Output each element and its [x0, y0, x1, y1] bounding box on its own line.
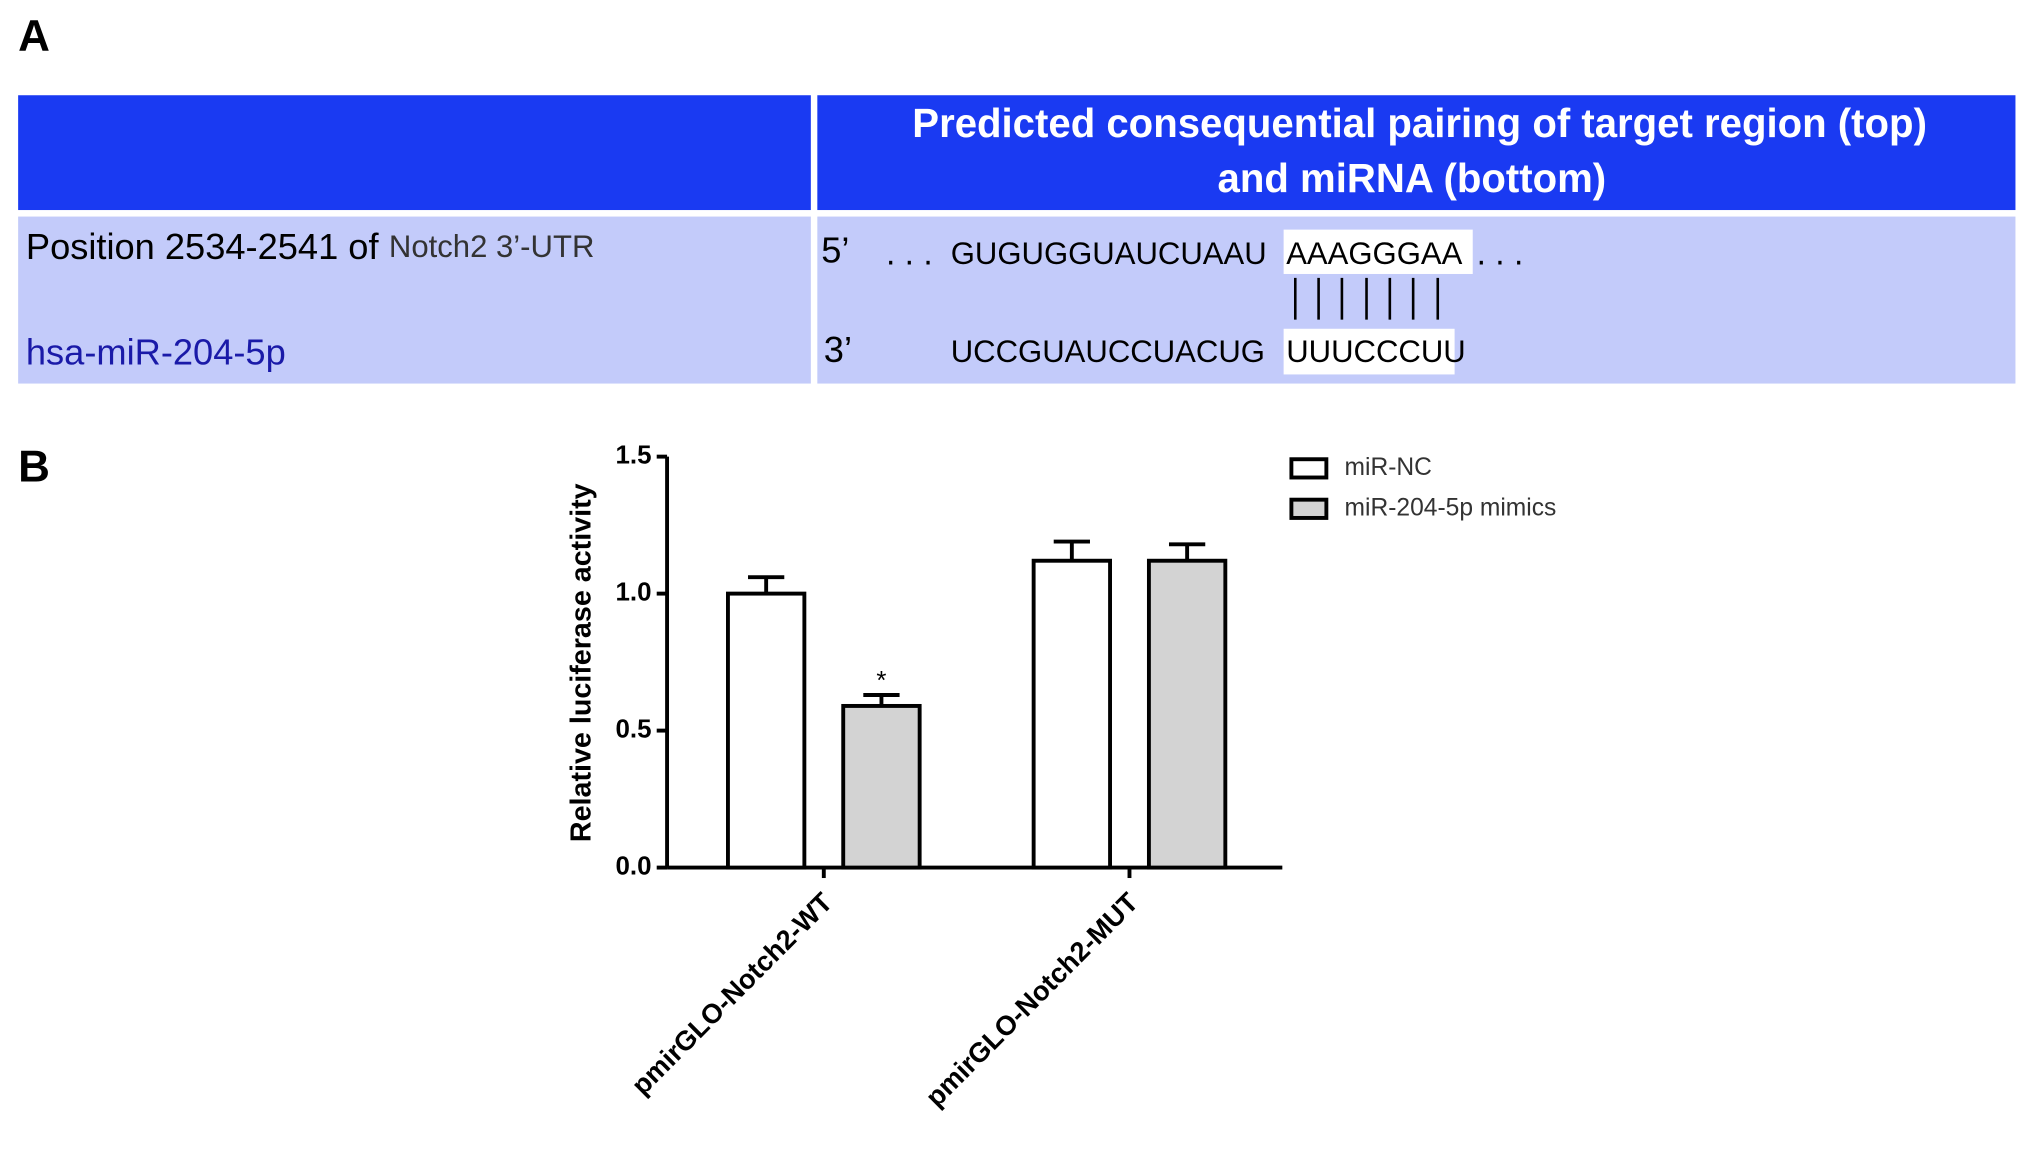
y-tick-label: 0.0	[616, 850, 652, 880]
bar	[1146, 558, 1228, 870]
legend-swatch	[1289, 497, 1329, 520]
seed-highlight	[1283, 229, 1473, 274]
sequence: UCCGUAUCCUACUG	[951, 334, 1265, 369]
seed: UUUCCCUU	[1286, 334, 1466, 369]
gene-name: Notch2 3’-UTR	[389, 229, 595, 264]
y-tick-label: 0.5	[616, 713, 652, 743]
legend-label: miR-NC	[1345, 454, 1432, 481]
legend-swatch	[1289, 457, 1329, 480]
header-text: and miRNA (bottom)	[1218, 156, 1607, 201]
header-text: Predicted consequential pairing of targe…	[912, 101, 1927, 146]
row-text: Position 2534-2541 of Notch2 3’-UTR	[26, 226, 595, 267]
header-cell	[18, 95, 811, 211]
ellipsis: . . .	[1477, 235, 1524, 273]
header-cell	[817, 95, 2016, 211]
pairing-lines	[1293, 277, 1440, 320]
bar	[726, 591, 807, 870]
sequence: GUGUGGUAUCUAAU	[951, 236, 1267, 271]
row-cell	[18, 216, 811, 384]
mirna-name: hsa-miR-204-5p	[26, 331, 286, 372]
bar	[841, 703, 922, 870]
row-name: Position 2534-2541 of	[26, 226, 380, 267]
x-tick-label: pmirGLO-Notch2-MUT	[919, 886, 1144, 1113]
seed-highlight	[1283, 328, 1455, 375]
panel-label: A	[18, 12, 50, 61]
seed: AAAGGGAA	[1286, 236, 1462, 271]
strand-end: 3’	[824, 329, 852, 370]
bar	[1031, 558, 1112, 870]
y-tick-label: 1.5	[616, 439, 652, 469]
x-tick-label: pmirGLO-Notch2-WT	[625, 886, 838, 1101]
y-axis-title: Relative luciferase activity	[565, 483, 597, 842]
significance-mark: *	[876, 665, 886, 695]
ellipsis: . . .	[886, 235, 933, 273]
y-tick-label: 1.0	[616, 576, 652, 606]
strand-end: 5’	[821, 230, 849, 271]
legend-label: miR-204-5p mimics	[1345, 494, 1557, 521]
panel-label: B	[18, 442, 50, 491]
